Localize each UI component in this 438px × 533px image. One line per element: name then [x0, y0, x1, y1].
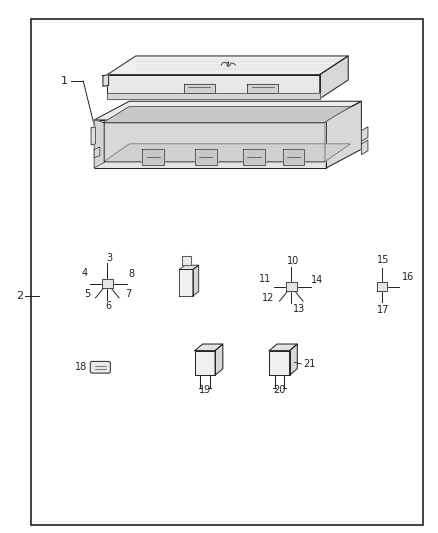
- Text: 14: 14: [311, 276, 323, 285]
- Polygon shape: [247, 84, 278, 93]
- Text: 16: 16: [402, 272, 414, 282]
- Text: 10: 10: [287, 256, 300, 266]
- Polygon shape: [94, 101, 361, 120]
- Polygon shape: [107, 56, 348, 75]
- Bar: [31, 19, 423, 525]
- Text: 17: 17: [377, 305, 389, 314]
- Polygon shape: [195, 351, 215, 375]
- Text: 8: 8: [128, 269, 134, 279]
- Polygon shape: [193, 265, 199, 296]
- Polygon shape: [269, 351, 290, 375]
- Polygon shape: [286, 282, 297, 291]
- FancyBboxPatch shape: [90, 361, 110, 373]
- Polygon shape: [326, 101, 361, 168]
- Polygon shape: [283, 149, 304, 165]
- Text: 1: 1: [61, 76, 68, 86]
- Polygon shape: [180, 270, 193, 296]
- Polygon shape: [182, 256, 191, 265]
- Polygon shape: [184, 84, 215, 93]
- Text: 9: 9: [183, 257, 189, 267]
- Polygon shape: [107, 75, 320, 99]
- Polygon shape: [102, 279, 113, 288]
- Polygon shape: [195, 344, 223, 351]
- Text: 15: 15: [377, 255, 389, 265]
- Polygon shape: [107, 93, 320, 99]
- Text: 20: 20: [273, 385, 286, 395]
- Polygon shape: [320, 56, 348, 99]
- Polygon shape: [377, 282, 387, 291]
- Text: 5: 5: [85, 289, 91, 299]
- Text: 18: 18: [74, 362, 87, 372]
- Polygon shape: [94, 120, 104, 168]
- Polygon shape: [361, 140, 368, 155]
- Polygon shape: [180, 265, 199, 270]
- Polygon shape: [142, 149, 164, 165]
- Text: 3: 3: [106, 253, 113, 263]
- Text: 2: 2: [16, 291, 23, 301]
- Text: 11: 11: [259, 274, 271, 284]
- Polygon shape: [103, 75, 109, 86]
- Polygon shape: [91, 127, 95, 145]
- Polygon shape: [104, 123, 325, 162]
- Text: 21: 21: [304, 359, 316, 368]
- Polygon shape: [215, 344, 223, 375]
- Text: 12: 12: [262, 294, 275, 303]
- Polygon shape: [94, 120, 326, 168]
- Text: 19: 19: [199, 385, 211, 395]
- Polygon shape: [195, 149, 217, 165]
- Text: 7: 7: [125, 289, 131, 299]
- Polygon shape: [243, 149, 265, 165]
- Text: 4: 4: [81, 268, 88, 278]
- Polygon shape: [269, 344, 297, 351]
- Text: 13: 13: [293, 304, 305, 314]
- Text: 6: 6: [105, 301, 111, 311]
- Polygon shape: [104, 144, 350, 161]
- Polygon shape: [94, 147, 100, 158]
- Polygon shape: [361, 127, 368, 141]
- Polygon shape: [103, 107, 350, 123]
- Polygon shape: [290, 344, 297, 375]
